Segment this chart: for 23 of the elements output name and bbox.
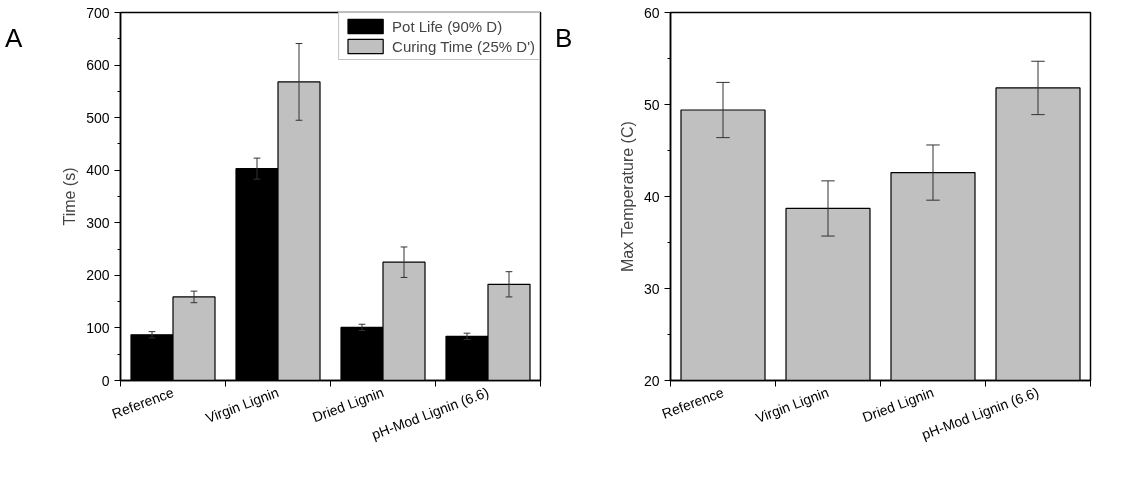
y-tick-label: 400 [86,162,110,179]
y-tick-label: 700 [86,4,110,21]
y-tick-label: 100 [86,319,110,336]
legend-label: Pot Life (90% D) [392,17,503,35]
y-tick-label: 500 [86,109,110,126]
legend-label: Curing Time (25% D') [392,37,535,55]
y-tick-label: 50 [643,96,660,113]
y-tick-label: 20 [643,372,660,389]
y-tick-label: 0 [101,372,110,389]
y-tick-label: 60 [643,4,660,21]
text: B [555,22,573,55]
x-tick-label: Dried Lignin [860,384,936,426]
y-axis-title: Time (s) [61,167,79,226]
y-tick-label: 30 [643,280,660,297]
y-tick-label: 200 [86,267,110,284]
text: A [5,22,23,55]
x-tick-label: Dried Lignin [310,384,386,426]
x-tick-label: Virgin Lignin [203,384,281,427]
x-tick-label: Virgin Lignin [753,384,831,427]
y-tick-label: 600 [86,57,110,74]
y-tick-label: 300 [86,214,110,231]
y-axis-title: Max Temperature (C) [618,121,636,273]
y-tick-label: 40 [643,188,660,205]
